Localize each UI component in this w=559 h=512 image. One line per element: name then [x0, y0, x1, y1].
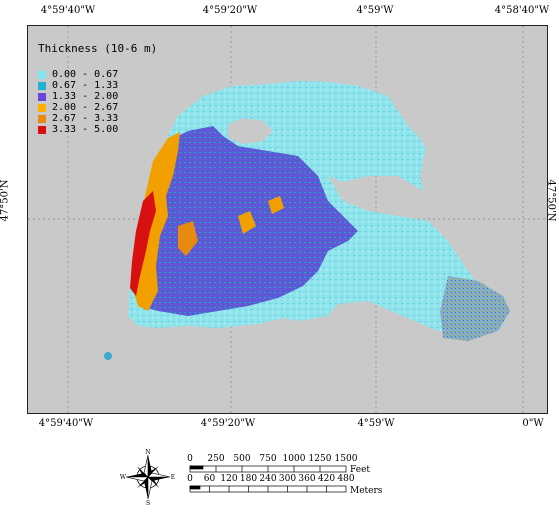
meter-tick-label: 360: [298, 474, 316, 484]
lon-label-bottom-3: 4°59'W: [357, 418, 395, 429]
legend-label: 0.00 - 0.67: [52, 69, 119, 80]
legend-item: 2.00 - 2.67: [38, 102, 157, 113]
meter-tick-label: 60: [203, 474, 216, 484]
scale-bar-graphic: [189, 465, 347, 493]
compass-n: N: [145, 449, 150, 456]
feet-tick-label: 0: [187, 454, 193, 464]
legend-swatch: [38, 125, 46, 134]
legend-item: 1.33 - 2.00: [38, 91, 157, 102]
meter-tick-label: 120: [220, 474, 238, 484]
legend-swatch: [38, 103, 46, 112]
speckled-patch: [440, 276, 510, 341]
lon-label-top-3: 4°59'W: [356, 5, 394, 16]
meter-tick-label: 0: [187, 474, 193, 484]
thickest-film-edge: [130, 191, 156, 296]
legend-swatch: [38, 114, 46, 123]
legend-item: 0.00 - 0.67: [38, 69, 157, 80]
feet-tick-label: 250: [207, 454, 225, 464]
meter-tick-label: 480: [337, 474, 355, 484]
compass-rose-icon: N S E W: [120, 449, 175, 506]
lon-label-top-2: 4°59'20"W: [202, 5, 258, 16]
meter-tick-label: 180: [239, 474, 258, 484]
legend-label: 0.67 - 1.33: [52, 80, 119, 91]
legend-item: 2.67 - 3.33: [38, 113, 157, 124]
scale-unit-feet: Feet: [350, 465, 371, 475]
lon-label-bottom-1: 4°59'40"W: [38, 418, 94, 429]
legend-label: 1.33 - 2.00: [52, 91, 119, 102]
thickness-map: [28, 26, 547, 413]
legend-item: 3.33 - 5.00: [38, 124, 157, 135]
legend-swatch: [38, 92, 46, 101]
map-frame[interactable]: Thickness (10-6 m) 0.00 - 0.67 0.67 - 1.3…: [27, 25, 548, 414]
scale-unit-meters: Meters: [350, 486, 383, 496]
meter-tick-label: 300: [278, 474, 297, 484]
legend-swatch: [38, 81, 46, 90]
feet-tick-label: 500: [233, 454, 251, 464]
feet-tick-label: 1000: [282, 454, 306, 464]
feet-tick-label: 750: [259, 454, 277, 464]
legend: Thickness (10-6 m) 0.00 - 0.67 0.67 - 1.3…: [38, 42, 157, 135]
compass-e: E: [171, 474, 175, 481]
lon-label-bottom-2: 4°59'20"W: [200, 418, 256, 429]
meter-tick-label: 240: [259, 474, 277, 484]
legend-title: Thickness (10-6 m): [38, 42, 158, 55]
legend-label: 2.67 - 3.33: [52, 113, 119, 124]
compass-s: S: [146, 500, 150, 506]
legend-label: 3.33 - 5.00: [52, 124, 119, 135]
legend-item: 0.67 - 1.33: [38, 80, 157, 91]
legend-label: 2.00 - 2.67: [52, 102, 119, 113]
meter-tick-label: 420: [317, 474, 336, 484]
lat-label-left: 47°50'N: [0, 179, 11, 222]
small-islet: [104, 352, 112, 360]
scale-bar: 0 250 500 750 1000 1250 1500 Feet 0 60 120 180 240…: [187, 454, 388, 504]
lon-label-top-1: 4°59'40"W: [40, 5, 96, 16]
compass-w: W: [120, 474, 127, 481]
feet-tick-label: 1250: [308, 454, 332, 464]
lon-label-bottom-4: 0"W: [522, 418, 544, 429]
lon-label-top-4: 4°58'40"W: [494, 5, 550, 16]
feet-tick-label: 1500: [334, 454, 358, 464]
thick-film-edge: [132, 132, 180, 311]
legend-swatch: [38, 70, 46, 79]
